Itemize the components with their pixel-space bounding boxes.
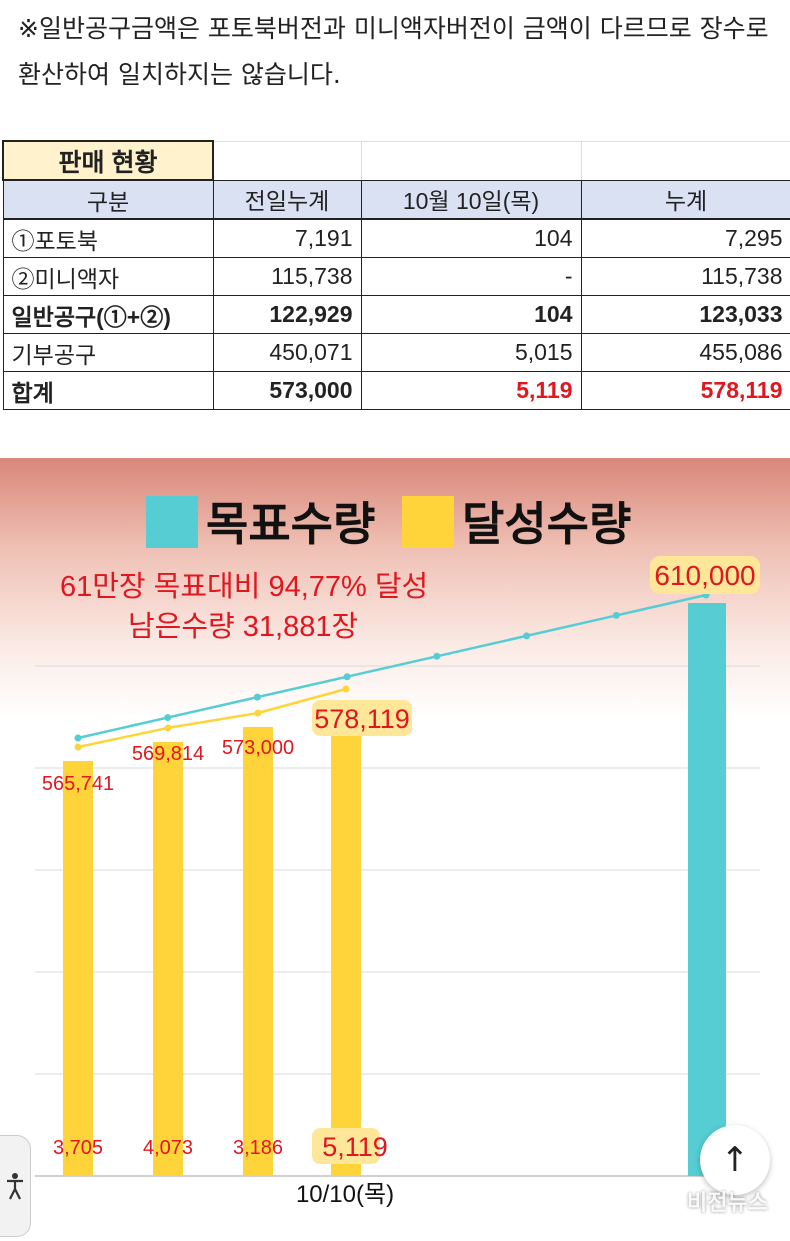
legend-target-label: 목표수량: [206, 498, 375, 550]
row-today: 5,015: [360, 333, 582, 372]
row-prev: 115,738: [212, 257, 362, 296]
row-label: ②미니액자: [2, 257, 214, 296]
daily-label: 3,705: [53, 1137, 103, 1159]
achieved-line-point: [74, 743, 82, 751]
achieved-line-point: [254, 709, 262, 717]
sales-status-table: 판매 현황 구분 전일누계 10월 10일(목) 누계 ①포토북 7,191 1…: [2, 140, 790, 410]
table-row: ②미니액자 115,738 - 115,738: [2, 257, 790, 296]
chart-svg: 목표수량 달성수량 61만장 목표대비 94,77% 달성 남은수량 31,88…: [35, 496, 760, 1208]
daily-bar: [153, 741, 183, 1176]
scroll-top-button[interactable]: ↑: [700, 1125, 770, 1195]
row-label: 기부공구: [2, 333, 214, 372]
target-bar: [688, 603, 726, 1176]
achieved-label: 573,000: [222, 737, 294, 759]
notice-text: ※일반공구금액은 포토북버전과 미니액자버전이 금액이 다르므로 장수로 환산하…: [18, 14, 769, 89]
header-category: 구분: [2, 179, 214, 220]
table-row-sum: 합계 573,000 5,119 578,119: [2, 371, 790, 410]
achieved-label: 565,741: [42, 773, 114, 795]
target-line-point: [433, 652, 441, 660]
row-today: 104: [360, 218, 582, 258]
table-row: 일반공구(①+②) 122,929 104 123,033: [2, 295, 790, 334]
row-label: 합계: [2, 371, 214, 410]
achieved-line: [77, 687, 347, 749]
daily-label-highlight: [312, 1128, 380, 1164]
row-total: 578,119: [580, 371, 790, 410]
target-line-point: [612, 611, 620, 619]
legend-target-swatch: [146, 496, 198, 548]
table-title: 판매 현황: [2, 140, 214, 181]
row-today: 5,119: [360, 371, 582, 410]
daily-label: 5,119: [322, 1132, 388, 1162]
daily-bar: [331, 703, 361, 1176]
row-prev: 7,191: [212, 218, 362, 258]
header-today: 10월 10일(목): [360, 179, 582, 220]
accessibility-icon[interactable]: [0, 1135, 31, 1237]
achieved-label: 578,119: [314, 704, 410, 734]
target-line-point: [74, 734, 82, 742]
achieved-line-point: [342, 685, 350, 693]
header-prev-total: 전일누계: [212, 179, 362, 220]
target-line-point: [343, 673, 351, 681]
table-header-row: 구분 전일누계 10월 10일(목) 누계: [2, 179, 790, 220]
target-line-point: [164, 714, 172, 722]
row-label: 일반공구(①+②): [2, 295, 214, 334]
target-line: [77, 593, 707, 740]
daily-bar: [243, 726, 273, 1176]
x-axis-label: 10/10(목): [296, 1181, 394, 1208]
row-today: -: [360, 257, 582, 296]
annotation-rate: 61만장 목표대비 94,77% 달성: [60, 570, 428, 603]
daily-label: 4,073: [143, 1137, 193, 1159]
daily-bar: [63, 761, 93, 1176]
row-prev: 122,929: [212, 295, 362, 334]
achieved-label: 569,814: [132, 743, 204, 765]
row-total: 455,086: [580, 333, 790, 372]
annotation-remaining: 남은수량 31,881장: [128, 611, 358, 643]
achieved-label-highlight: [312, 700, 412, 736]
watermark-logo: 비전뉴스: [687, 1191, 768, 1216]
target-label: 610,000: [654, 560, 755, 591]
header-total: 누계: [580, 179, 790, 220]
accessibility-glyph: [7, 1173, 23, 1200]
target-label-highlight: [650, 556, 760, 594]
daily-label: 3,186: [233, 1137, 283, 1159]
row-prev: 573,000: [212, 371, 362, 410]
achieved-line-point: [164, 724, 172, 732]
row-total: 7,295: [580, 218, 790, 258]
row-today: 104: [360, 295, 582, 334]
target-line-point: [523, 632, 531, 640]
progress-chart: 목표수량 달성수량 61만장 목표대비 94,77% 달성 남은수량 31,88…: [0, 458, 790, 1237]
row-label: ①포토북: [2, 218, 214, 258]
table-row: ①포토북 7,191 104 7,295: [2, 218, 790, 258]
table-row: 기부공구 450,071 5,015 455,086: [2, 333, 790, 372]
legend-achieved-label: 달성수량: [462, 498, 631, 550]
row-prev: 450,071: [212, 333, 362, 372]
row-total: 115,738: [580, 257, 790, 296]
target-line-point: [253, 693, 261, 701]
row-total: 123,033: [580, 295, 790, 334]
legend-achieved-swatch: [402, 496, 454, 548]
